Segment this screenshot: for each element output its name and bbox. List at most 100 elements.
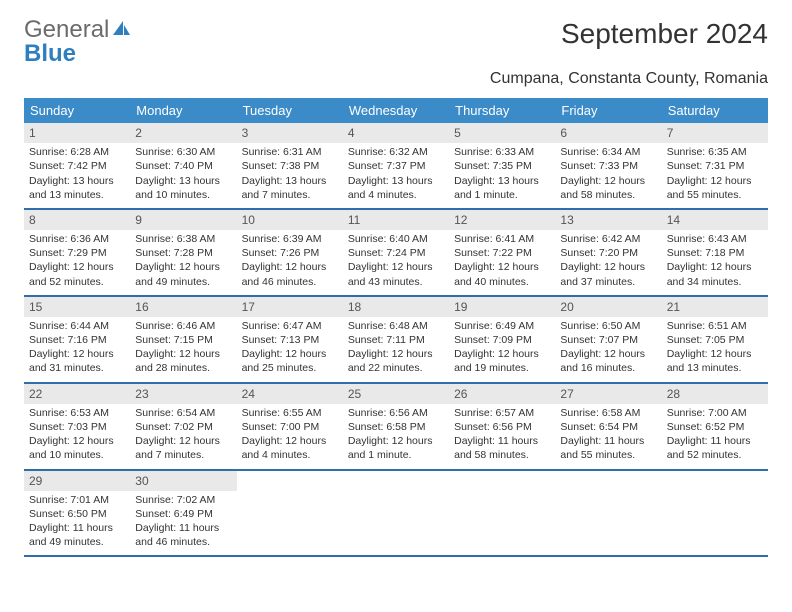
day-number: 22 <box>29 387 42 401</box>
sunrise-text: Sunrise: 6:39 AM <box>242 232 338 246</box>
sunset-text: Sunset: 7:09 PM <box>454 333 550 347</box>
sunrise-text: Sunrise: 6:58 AM <box>560 406 656 420</box>
sunset-text: Sunset: 7:11 PM <box>348 333 444 347</box>
day-number-row: 12 <box>449 210 555 230</box>
day-cell: 4Sunrise: 6:32 AMSunset: 7:37 PMDaylight… <box>343 123 449 208</box>
week-row: 15Sunrise: 6:44 AMSunset: 7:16 PMDayligh… <box>24 297 768 384</box>
daylight-text: Daylight: 13 hours and 1 minute. <box>454 174 550 202</box>
sunrise-text: Sunrise: 6:48 AM <box>348 319 444 333</box>
day-cell <box>343 471 449 556</box>
sunset-text: Sunset: 7:31 PM <box>667 159 763 173</box>
day-cell: 17Sunrise: 6:47 AMSunset: 7:13 PMDayligh… <box>237 297 343 382</box>
daylight-text: Daylight: 12 hours and 58 minutes. <box>560 174 656 202</box>
day-cell: 5Sunrise: 6:33 AMSunset: 7:35 PMDaylight… <box>449 123 555 208</box>
daylight-text: Daylight: 12 hours and 1 minute. <box>348 434 444 462</box>
sunrise-text: Sunrise: 7:02 AM <box>135 493 231 507</box>
sunrise-text: Sunrise: 6:41 AM <box>454 232 550 246</box>
weekday-header: Monday <box>130 98 236 123</box>
daylight-text: Daylight: 12 hours and 10 minutes. <box>29 434 125 462</box>
day-number: 16 <box>135 300 148 314</box>
day-number-row <box>343 471 449 475</box>
day-number: 24 <box>242 387 255 401</box>
daylight-text: Daylight: 12 hours and 25 minutes. <box>242 347 338 375</box>
day-cell: 24Sunrise: 6:55 AMSunset: 7:00 PMDayligh… <box>237 384 343 469</box>
sail-icon <box>111 16 131 43</box>
day-cell: 30Sunrise: 7:02 AMSunset: 6:49 PMDayligh… <box>130 471 236 556</box>
sunset-text: Sunset: 7:22 PM <box>454 246 550 260</box>
day-number: 10 <box>242 213 255 227</box>
day-cell: 6Sunrise: 6:34 AMSunset: 7:33 PMDaylight… <box>555 123 661 208</box>
day-cell: 22Sunrise: 6:53 AMSunset: 7:03 PMDayligh… <box>24 384 130 469</box>
sunrise-text: Sunrise: 6:31 AM <box>242 145 338 159</box>
sunrise-text: Sunrise: 6:57 AM <box>454 406 550 420</box>
sunset-text: Sunset: 7:00 PM <box>242 420 338 434</box>
week-row: 22Sunrise: 6:53 AMSunset: 7:03 PMDayligh… <box>24 384 768 471</box>
day-cell: 14Sunrise: 6:43 AMSunset: 7:18 PMDayligh… <box>662 210 768 295</box>
sunrise-text: Sunrise: 6:30 AM <box>135 145 231 159</box>
day-cell: 9Sunrise: 6:38 AMSunset: 7:28 PMDaylight… <box>130 210 236 295</box>
daylight-text: Daylight: 11 hours and 58 minutes. <box>454 434 550 462</box>
day-cell: 12Sunrise: 6:41 AMSunset: 7:22 PMDayligh… <box>449 210 555 295</box>
day-number: 1 <box>29 126 36 140</box>
day-cell: 26 Sunrise: 6:57 AMSunset: 6:56 PMDayligh… <box>449 384 555 469</box>
weekday-header: Wednesday <box>343 98 449 123</box>
sunset-text: Sunset: 7:15 PM <box>135 333 231 347</box>
weekday-header: Thursday <box>449 98 555 123</box>
day-number-row: 5 <box>449 123 555 143</box>
sunset-text: Sunset: 7:35 PM <box>454 159 550 173</box>
weeks-container: 1Sunrise: 6:28 AMSunset: 7:42 PMDaylight… <box>24 123 768 557</box>
sunrise-text: Sunrise: 6:34 AM <box>560 145 656 159</box>
day-number-row: 15 <box>24 297 130 317</box>
day-number: 9 <box>135 213 142 227</box>
sunset-text: Sunset: 7:26 PM <box>242 246 338 260</box>
day-number: 27 <box>560 387 573 401</box>
day-cell <box>237 471 343 556</box>
day-number: 30 <box>135 474 148 488</box>
day-cell: 11Sunrise: 6:40 AMSunset: 7:24 PMDayligh… <box>343 210 449 295</box>
day-number-row <box>449 471 555 475</box>
day-number-row: 25 <box>343 384 449 404</box>
sunset-text: Sunset: 7:42 PM <box>29 159 125 173</box>
day-number: 11 <box>348 213 360 227</box>
day-cell: 1Sunrise: 6:28 AMSunset: 7:42 PMDaylight… <box>24 123 130 208</box>
sunset-text: Sunset: 6:49 PM <box>135 507 231 521</box>
day-number-row: 7 <box>662 123 768 143</box>
day-cell: 29Sunrise: 7:01 AMSunset: 6:50 PMDayligh… <box>24 471 130 556</box>
page-title: September 2024 <box>561 18 768 50</box>
day-number: 7 <box>667 126 674 140</box>
day-cell: 16Sunrise: 6:46 AMSunset: 7:15 PMDayligh… <box>130 297 236 382</box>
header: General Blue September 2024 <box>24 18 768 66</box>
daylight-text: Daylight: 12 hours and 46 minutes. <box>242 260 338 288</box>
daylight-text: Daylight: 11 hours and 55 minutes. <box>560 434 656 462</box>
sunset-text: Sunset: 7:03 PM <box>29 420 125 434</box>
day-number-row: 22 <box>24 384 130 404</box>
sunrise-text: Sunrise: 6:50 AM <box>560 319 656 333</box>
day-cell: 27Sunrise: 6:58 AMSunset: 6:54 PMDayligh… <box>555 384 661 469</box>
daylight-text: Daylight: 12 hours and 52 minutes. <box>29 260 125 288</box>
day-number-row: 23 <box>130 384 236 404</box>
day-number-row: 1 <box>24 123 130 143</box>
sunset-text: Sunset: 7:20 PM <box>560 246 656 260</box>
sunrise-text: Sunrise: 6:46 AM <box>135 319 231 333</box>
day-number: 23 <box>135 387 148 401</box>
daylight-text: Daylight: 13 hours and 4 minutes. <box>348 174 444 202</box>
daylight-text: Daylight: 12 hours and 13 minutes. <box>667 347 763 375</box>
sunset-text: Sunset: 7:40 PM <box>135 159 231 173</box>
weekday-header: Sunday <box>24 98 130 123</box>
sunset-text: Sunset: 6:56 PM <box>454 420 550 434</box>
day-number-row: 24 <box>237 384 343 404</box>
day-number-row: 26 <box>449 384 555 404</box>
daylight-text: Daylight: 11 hours and 52 minutes. <box>667 434 763 462</box>
daylight-text: Daylight: 12 hours and 7 minutes. <box>135 434 231 462</box>
daylight-text: Daylight: 13 hours and 10 minutes. <box>135 174 231 202</box>
calendar-grid: Sunday Monday Tuesday Wednesday Thursday… <box>24 98 768 557</box>
daylight-text: Daylight: 12 hours and 37 minutes. <box>560 260 656 288</box>
day-number-row: 20 <box>555 297 661 317</box>
day-number-row: 16 <box>130 297 236 317</box>
day-number-row: 3 <box>237 123 343 143</box>
sunset-text: Sunset: 7:13 PM <box>242 333 338 347</box>
sunrise-text: Sunrise: 6:51 AM <box>667 319 763 333</box>
sunrise-text: Sunrise: 7:00 AM <box>667 406 763 420</box>
sunset-text: Sunset: 6:52 PM <box>667 420 763 434</box>
day-number-row: 19 <box>449 297 555 317</box>
